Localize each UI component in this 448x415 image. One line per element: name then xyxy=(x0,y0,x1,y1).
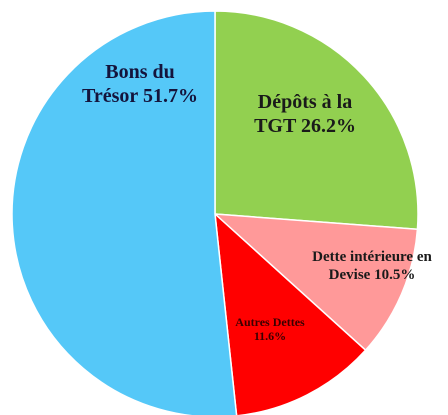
slice-label-text: Dépôts à la TGT 26.2% xyxy=(240,90,370,138)
slice-label: Dépôts à la TGT 26.2% xyxy=(240,90,370,138)
slice-label: Dette intérieure en Devise 10.5% xyxy=(292,248,448,284)
pie-slice xyxy=(214,10,419,231)
slice-label: Bons du Trésor 51.7% xyxy=(80,60,200,108)
slice-label-text: Dette intérieure en Devise 10.5% xyxy=(292,248,448,284)
category-label: Dépôts à la TGT xyxy=(254,91,353,137)
slice-label-text: Autres Dettes 11.6% xyxy=(235,315,305,344)
value-label: 10.5% xyxy=(374,267,416,283)
category-label: Dette intérieure en Devise xyxy=(312,249,432,283)
slice-label: Autres Dettes 11.6% xyxy=(235,315,305,344)
value-label: 26.2% xyxy=(300,115,356,137)
category-label: Bons du Trésor xyxy=(82,61,175,107)
value-label: 51.7% xyxy=(142,85,198,107)
value-label: 11.6% xyxy=(253,329,287,344)
category-label: Autres Dettes xyxy=(235,315,305,329)
pie-slice xyxy=(212,213,419,352)
slice-label-text: Bons du Trésor 51.7% xyxy=(80,60,200,108)
pie-slice xyxy=(11,10,238,415)
